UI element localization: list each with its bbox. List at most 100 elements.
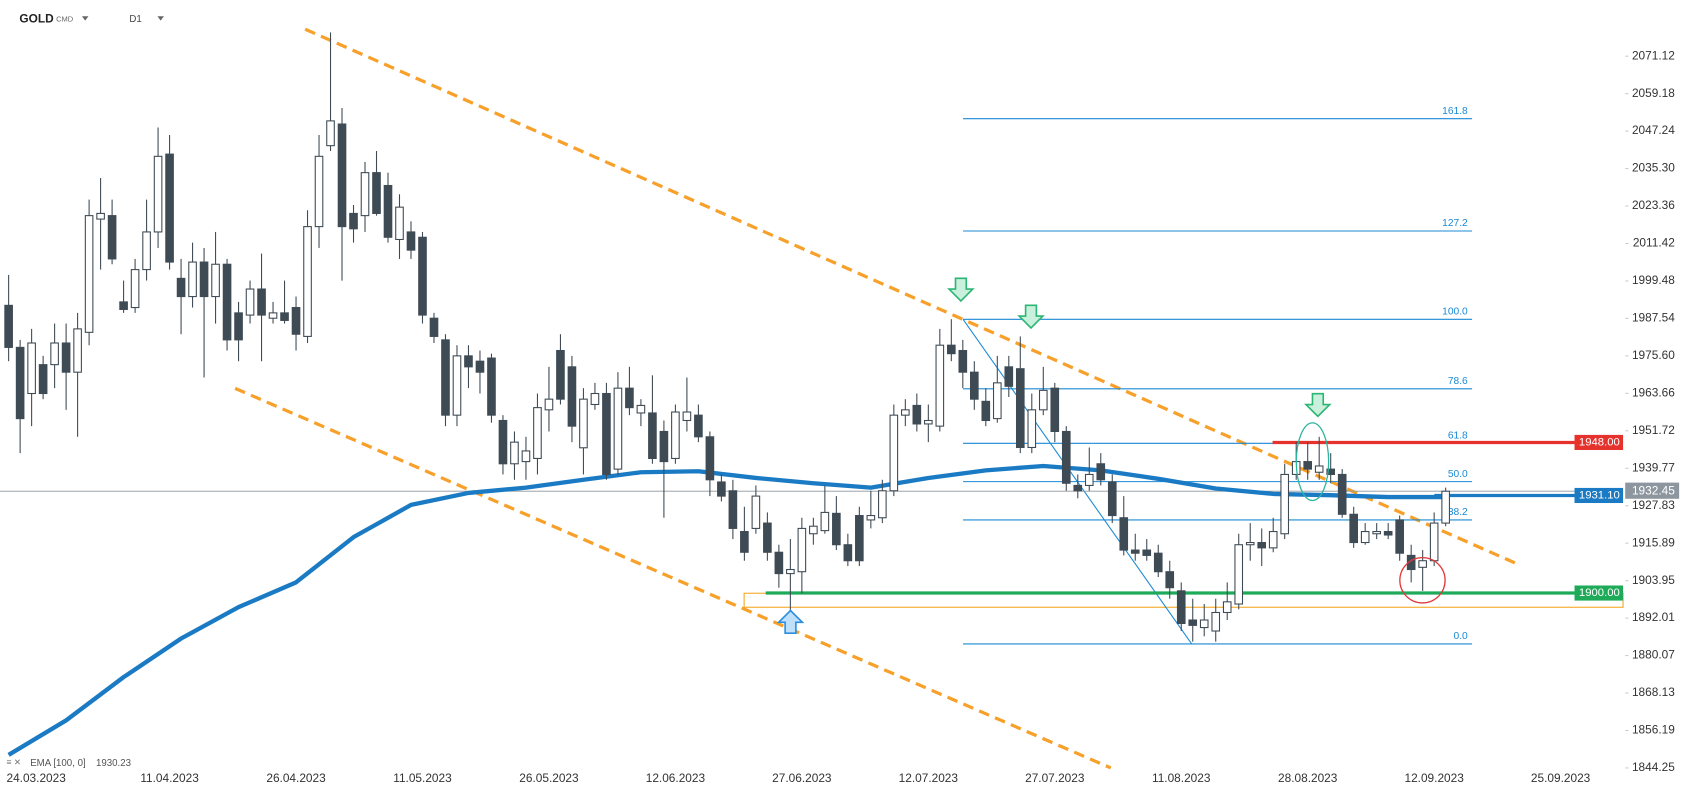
highlight-ellipse — [1295, 422, 1330, 502]
fib-layer: 161.8 127.2 100.0 78.6 61.8 50.0 38.2 0.0 — [0, 106, 1624, 645]
candle-body-down — [981, 400, 991, 422]
candle-body-up — [1211, 611, 1221, 632]
candle-body-up — [1372, 531, 1381, 535]
fib-label: 78.6 — [1448, 376, 1468, 387]
candle-body-up — [533, 407, 542, 459]
candle-body-down — [855, 515, 864, 562]
candle-body-up — [1314, 465, 1324, 473]
candle-body-down — [199, 261, 209, 298]
candle-body-down — [1188, 619, 1198, 626]
candle-body-up — [1084, 473, 1094, 486]
candle-body-down — [717, 481, 726, 497]
interval[interactable]: D1 — [129, 14, 141, 25]
candle-body-down — [1050, 387, 1060, 433]
candle-body-down — [602, 392, 611, 475]
x-tick-label: 24.03.2023 — [6, 771, 66, 785]
axis-layer: 2071.12 2059.18 2047.24 2035.30 2023.36 2011.… — [6, 48, 1680, 785]
y-tick-label: 2023.36 — [1632, 198, 1675, 212]
candle-body-up — [395, 206, 404, 241]
candle-body-up — [992, 382, 1002, 420]
candle-body-down — [556, 349, 565, 400]
candle-body-down — [1107, 481, 1117, 517]
y-tick-label: 2035.30 — [1632, 161, 1675, 175]
candle-body-down — [1119, 517, 1129, 551]
arrow-down — [1304, 392, 1332, 418]
candle-body-down — [234, 312, 243, 341]
level-label: 1900.00 — [1579, 587, 1620, 599]
legend-icon[interactable]: ≡ ✕ — [6, 757, 21, 767]
candle-body-down — [61, 342, 71, 373]
candle-body-up — [360, 172, 370, 217]
candle-body-up — [27, 342, 36, 395]
candle-body-up — [924, 419, 933, 425]
candle-body-down — [1015, 368, 1025, 449]
candle-body-down — [774, 551, 784, 575]
candle-body-down — [475, 360, 485, 373]
x-tick-label: 27.07.2023 — [1025, 771, 1085, 785]
candle-body-up — [786, 568, 795, 575]
highlight-circle — [1399, 557, 1446, 604]
front-layer — [776, 277, 1446, 634]
candle-body-up — [1418, 560, 1427, 568]
fib-label: 127.2 — [1442, 218, 1468, 229]
y-tick-label: 1903.95 — [1632, 573, 1675, 587]
y-tick-label: 2011.42 — [1633, 236, 1675, 250]
x-tick-label: 12.07.2023 — [899, 771, 959, 785]
candle-body-down — [487, 357, 496, 416]
candle-body-up — [1441, 490, 1450, 524]
candle-body-up — [1280, 473, 1290, 535]
candle-body-down — [1349, 513, 1358, 544]
x-tick-label: 11.08.2023 — [1152, 771, 1211, 785]
candle-body-down — [257, 288, 266, 316]
x-tick-label: 26.05.2023 — [519, 771, 579, 785]
level-tag — [1574, 585, 1624, 601]
candle-body-up — [1245, 541, 1255, 546]
level-label: 1931.10 — [1579, 489, 1620, 501]
candle-body-down — [441, 339, 450, 416]
candle-body-up — [1429, 522, 1439, 562]
x-tick-label: 26.04.2023 — [266, 771, 326, 785]
y-tick-label: 1939.77 — [1632, 460, 1675, 474]
candle-body-down — [418, 236, 427, 316]
x-tick-label: 12.06.2023 — [646, 771, 706, 785]
candle-body-up — [521, 450, 531, 463]
candle-body-down — [763, 522, 772, 553]
candle-body-down — [947, 344, 956, 355]
candle-body-up — [878, 490, 887, 519]
candle-body-up — [142, 231, 151, 271]
candle-body-down — [1096, 463, 1106, 481]
candle-body-up — [314, 155, 324, 228]
candle-body-up — [326, 120, 335, 147]
candle-body-down — [372, 172, 381, 214]
candle-body-down — [337, 123, 347, 228]
channel-lower — [234, 386, 1112, 770]
y-tick-label: 1987.54 — [1632, 311, 1675, 325]
y-tick-label: 1951.72 — [1632, 423, 1675, 437]
level-tag — [1574, 487, 1624, 504]
symbol[interactable]: GOLD — [19, 12, 54, 26]
candle-body-down — [222, 263, 232, 341]
candle-body-up — [130, 269, 140, 309]
candle-body-down — [4, 304, 13, 348]
candle-body-up — [1234, 544, 1244, 605]
y-tick-label: 1999.48 — [1632, 273, 1675, 287]
candle-body-down — [1130, 549, 1140, 554]
arrow-down — [1017, 304, 1045, 330]
candle-body-up — [153, 155, 163, 233]
arrow-down — [947, 277, 975, 303]
interval-dropdown[interactable] — [157, 16, 164, 21]
candle-body-down — [969, 371, 979, 400]
candle-body-down — [1061, 430, 1071, 484]
fib-label: 38.2 — [1448, 507, 1468, 518]
candle-body-down — [464, 355, 473, 368]
candle-body-down — [832, 512, 841, 546]
candle-body-up — [820, 511, 830, 532]
candle-body-down — [429, 317, 439, 337]
candle-body-down — [1395, 519, 1404, 554]
candle-body-down — [280, 312, 289, 321]
ema-legend-value: 1930.23 — [96, 758, 131, 769]
candle-body-down — [625, 387, 634, 409]
candle-body-up — [510, 441, 519, 465]
symbol-dropdown[interactable] — [81, 16, 89, 21]
